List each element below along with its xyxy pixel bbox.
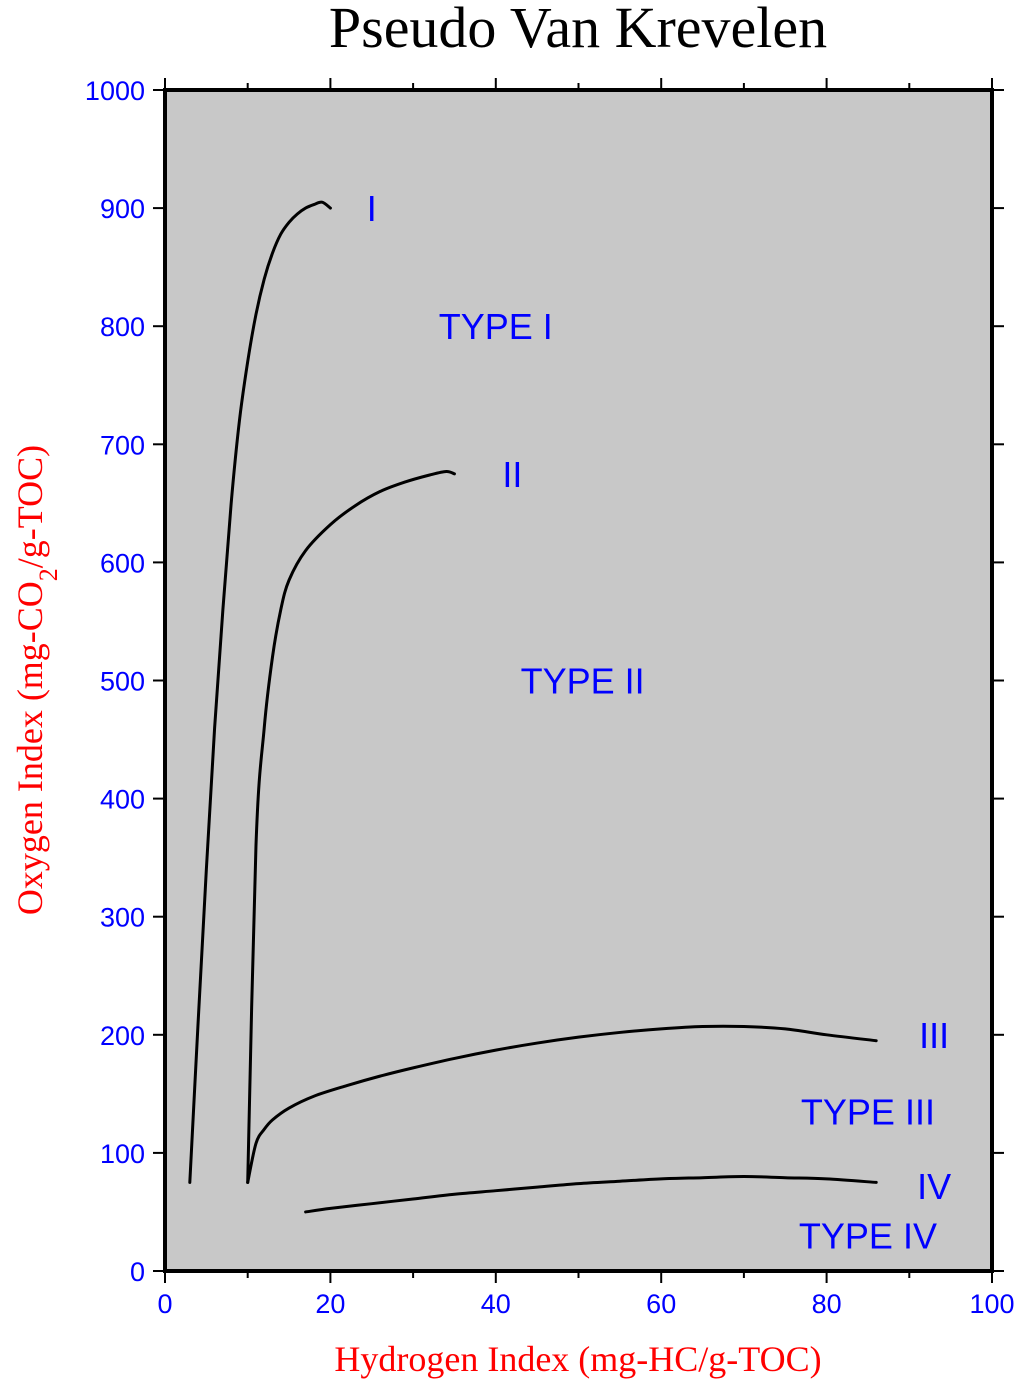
annotation-8: TYPE IV — [799, 1216, 937, 1257]
tick-layer: 0 20 40 60 80 1000100200300400500600700800900… — [85, 76, 1015, 1319]
annotation-2: TYPE I — [439, 306, 553, 347]
series-line-4 — [304, 1175, 878, 1214]
y-tick-label: 800 — [100, 312, 145, 342]
x-tick-label: 80 — [812, 1289, 842, 1319]
annotation-3: II — [502, 454, 522, 495]
series-layer — [188, 200, 878, 1214]
annotation-1: I — [367, 188, 377, 229]
y-axis-label: Oxygen Index (mg-CO2/g-TOC) — [10, 445, 63, 915]
y-tick-label: 300 — [100, 903, 145, 933]
series-line-3 — [246, 1024, 878, 1184]
y-tick-label: 900 — [100, 194, 145, 224]
x-tick-label: 0 — [157, 1289, 172, 1319]
plot-area — [165, 90, 992, 1271]
y-tick-label: 500 — [100, 667, 145, 697]
x-axis-label: Hydrogen Index (mg-HC/g-TOC) — [334, 1339, 821, 1379]
chart-title: Pseudo Van Krevelen — [329, 0, 827, 60]
y-tick-label: 200 — [100, 1021, 145, 1051]
y-tick-label: 1000 — [85, 76, 145, 106]
x-tick-label: 40 — [481, 1289, 511, 1319]
x-tick-label: 20 — [315, 1289, 345, 1319]
plot-frame — [163, 88, 994, 1273]
annotation-7: IV — [917, 1166, 951, 1207]
y-axis-label-suffix: /g-TOC) — [10, 445, 50, 568]
annotation-5: III — [919, 1015, 949, 1056]
y-tick-label: 600 — [100, 548, 145, 578]
series-line-2 — [246, 469, 456, 1184]
y-tick-label: 700 — [100, 430, 145, 460]
x-tick-label: 60 — [646, 1289, 676, 1319]
y-tick-label: 100 — [100, 1139, 145, 1169]
y-axis-label-prefix: Oxygen Index (mg-CO — [10, 581, 50, 915]
y-tick-label: 400 — [100, 785, 145, 815]
y-tick-label: 0 — [130, 1257, 145, 1287]
annotation-6: TYPE III — [801, 1092, 935, 1133]
x-tick-label: 100 — [969, 1289, 1014, 1319]
annotation-4: TYPE II — [521, 661, 645, 702]
series-line-1 — [188, 200, 332, 1184]
y-axis-label-subscript: 2 — [34, 568, 63, 581]
